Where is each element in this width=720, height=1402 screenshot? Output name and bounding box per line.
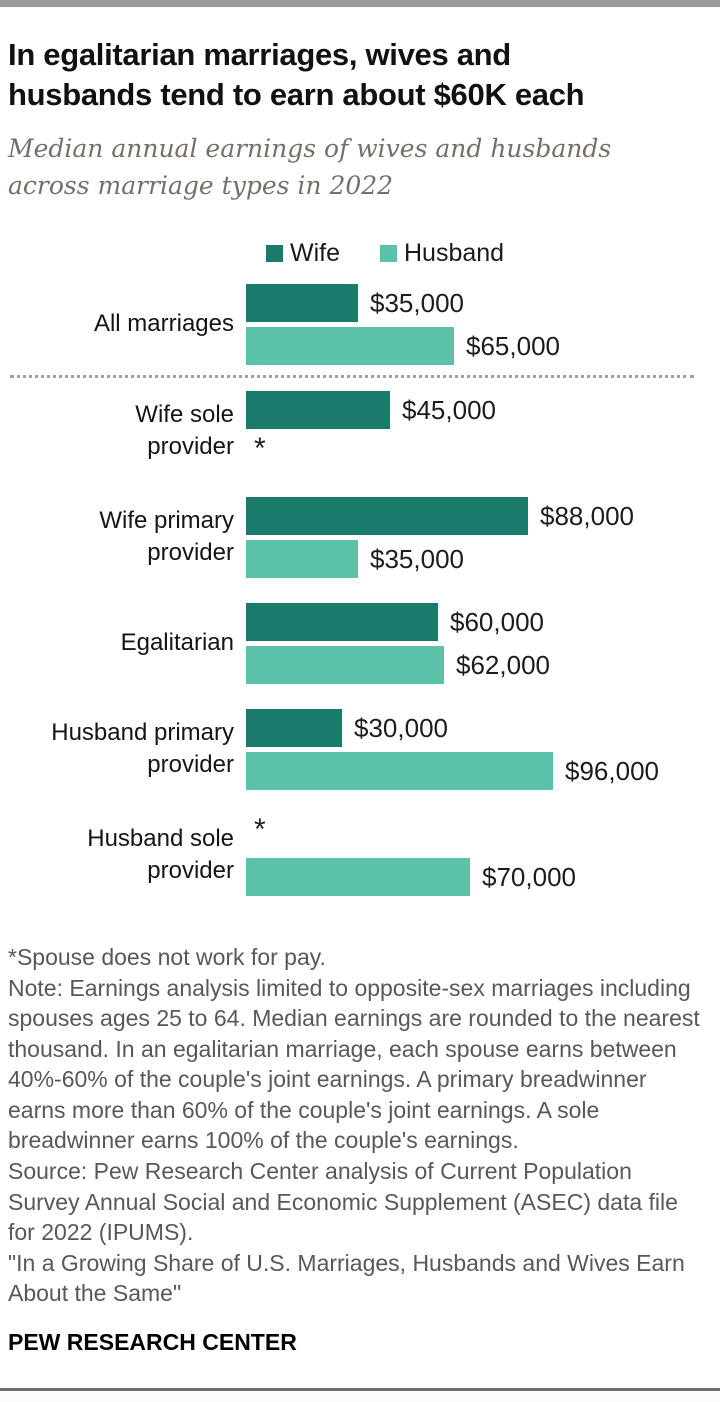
- husband-bar: [246, 645, 444, 684]
- category-label: Wife primary provider: [99, 507, 234, 567]
- legend-item-husband: Husband: [380, 239, 504, 268]
- husband-slot: $96,000: [246, 751, 706, 790]
- wife-value-label: $45,000: [402, 394, 496, 425]
- category-label: All marriages: [93, 310, 234, 338]
- husband-bar: [246, 857, 470, 896]
- footnote-asterisk-text: *Spouse does not work for pay.: [8, 943, 326, 970]
- chart-row: Wife sole provider $45,000 *: [8, 390, 706, 472]
- husband-value-label: $62,000: [456, 649, 550, 680]
- chart-row: All marriages $35,000 $65,000: [8, 283, 706, 365]
- wife-slot: $88,000: [246, 496, 706, 535]
- chart-legend: Wife Husband: [266, 239, 706, 268]
- category-label: Husband sole provider: [87, 825, 234, 885]
- husband-value-label: $35,000: [370, 543, 464, 574]
- wife-bar: [246, 602, 438, 641]
- legend-husband-label: Husband: [404, 238, 505, 267]
- husband-slot: $62,000: [246, 645, 706, 684]
- wife-slot: *: [246, 812, 706, 853]
- chart-row: Husband sole provider * $70,000: [8, 812, 706, 896]
- wife-value-label: $60,000: [450, 606, 544, 637]
- wife-bar: [246, 390, 390, 429]
- row-bars: * $70,000: [246, 812, 706, 896]
- row-bars: $35,000 $65,000: [246, 283, 706, 365]
- wife-swatch-icon: [266, 244, 283, 262]
- chart-subtitle: Median annual earnings of wives and husb…: [8, 133, 612, 201]
- husband-slot: *: [246, 431, 706, 472]
- report-title-text: "In a Growing Share of U.S. Marriages, H…: [8, 1249, 685, 1307]
- legend-wife-label: Wife: [290, 238, 340, 267]
- husband-bar: [246, 539, 358, 578]
- husband-value-label: $65,000: [466, 330, 560, 361]
- husband-slot: $70,000: [246, 857, 706, 896]
- husband-swatch-icon: [380, 244, 397, 262]
- wife-bar: [246, 708, 342, 747]
- category-label: Wife sole provider: [135, 401, 234, 461]
- husband-value-label: $70,000: [482, 861, 576, 892]
- notes-block: *Spouse does not work for pay. Note: Ear…: [8, 942, 706, 1309]
- husband-value-label: $96,000: [565, 755, 659, 786]
- chart-row: Wife primary provider $88,000 $35,000: [8, 496, 706, 578]
- row-bars: $45,000 *: [246, 390, 706, 472]
- husband-bar: [246, 751, 553, 790]
- chart-row: Egalitarian $60,000 $62,000: [8, 602, 706, 684]
- bottom-border: [0, 1388, 720, 1402]
- pew-research-center-wordmark: PEW RESEARCH CENTER: [8, 1328, 297, 1355]
- husband-bar: [246, 326, 454, 365]
- wife-slot: $30,000: [246, 708, 706, 747]
- source-text: Source: Pew Research Center analysis of …: [8, 1158, 678, 1246]
- page-title: In egalitarian marriages, wives and husb…: [8, 37, 585, 112]
- wife-bar: [246, 496, 528, 535]
- wife-value-label: $30,000: [354, 712, 448, 743]
- row-bars: $60,000 $62,000: [246, 602, 706, 684]
- wife-slot: $60,000: [246, 602, 706, 641]
- husband-slot: $65,000: [246, 326, 706, 365]
- category-label: Husband primary provider: [51, 719, 234, 779]
- legend-item-wife: Wife: [266, 239, 340, 268]
- category-label: Egalitarian: [120, 629, 234, 657]
- row-bars: $30,000 $96,000: [246, 708, 706, 790]
- wife-bar: [246, 283, 358, 322]
- dotted-separator: [10, 374, 694, 378]
- wife-value-label: $35,000: [370, 287, 464, 318]
- husband-slot: $35,000: [246, 539, 706, 578]
- chart-card: In egalitarian marriages, wives and husb…: [0, 35, 720, 1356]
- no-earnings-asterisk: *: [254, 431, 266, 465]
- chart-row: Husband primary provider $30,000 $96,000: [8, 708, 706, 790]
- wife-value-label: $88,000: [540, 500, 634, 531]
- bar-chart: All marriages $35,000 $65,000 Wife sole pro…: [8, 283, 706, 896]
- top-accent-bar: [0, 0, 720, 7]
- note-text: Note: Earnings analysis limited to oppos…: [8, 974, 700, 1154]
- wife-slot: $35,000: [246, 283, 706, 322]
- row-bars: $88,000 $35,000: [246, 496, 706, 578]
- wife-slot: $45,000: [246, 390, 706, 429]
- no-earnings-asterisk: *: [254, 812, 266, 846]
